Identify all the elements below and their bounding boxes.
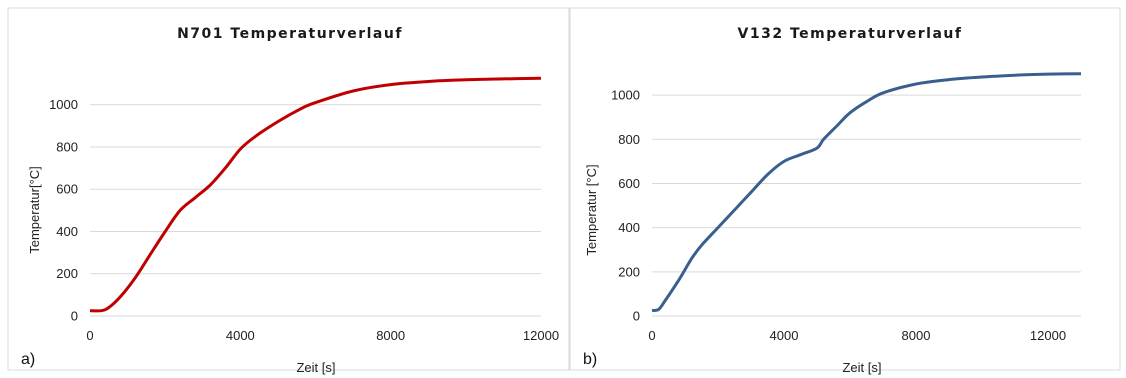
y-tick-label: 0: [633, 309, 640, 324]
y-tick-label: 1000: [49, 97, 78, 112]
y-tick-labels: 0 200 400 600 800 1000: [49, 97, 78, 323]
x-tick-label: 12000: [1030, 328, 1066, 343]
x-tick-label: 0: [86, 328, 93, 343]
gridlines: [90, 104, 541, 317]
x-tick-labels: 0 4000 8000 12000: [86, 328, 559, 343]
x-axis-label: Zeit [s]: [296, 360, 335, 375]
chart-panel-b: V132 Temperaturverlauf 0 200 400 600 800 1000…: [569, 7, 1121, 375]
panel-frame: [569, 7, 1121, 371]
chart-title: N701 Temperaturverlauf: [177, 26, 403, 42]
x-tick-label: 4000: [770, 328, 799, 343]
y-tick-label: 800: [56, 139, 78, 154]
y-tick-label: 0: [71, 309, 78, 324]
x-tick-labels: 0 4000 8000 12000: [648, 328, 1066, 343]
y-axis-label: Temperatur[°C]: [27, 166, 42, 254]
x-tick-label: 0: [648, 328, 655, 343]
series-line: [651, 72, 1082, 312]
x-tick-label: 8000: [902, 328, 931, 343]
chart-title: V132 Temperaturverlauf: [738, 26, 963, 42]
y-tick-label: 1000: [611, 88, 640, 103]
y-tick-label: 600: [618, 176, 640, 191]
gridlines: [652, 94, 1081, 317]
y-axis-label: Temperatur [°C]: [584, 164, 599, 255]
y-tick-label: 400: [618, 220, 640, 235]
y-tick-label: 600: [56, 182, 78, 197]
y-tick-labels: 0 200 400 600 800 1000: [611, 88, 640, 324]
x-tick-label: 12000: [523, 328, 559, 343]
x-tick-label: 4000: [226, 328, 255, 343]
chart-panel-a: N701 Temperaturverlauf 0 200 400 600 800 1000…: [7, 7, 570, 375]
y-tick-label: 200: [618, 264, 640, 279]
y-tick-label: 400: [56, 224, 78, 239]
panel-label: b): [583, 351, 597, 368]
y-tick-label: 200: [56, 266, 78, 281]
series-line: [89, 76, 542, 313]
y-tick-label: 800: [618, 132, 640, 147]
panel-frame: [7, 7, 570, 371]
x-axis-label: Zeit [s]: [842, 360, 881, 375]
x-tick-label: 8000: [376, 328, 405, 343]
panel-label: a): [21, 351, 35, 368]
